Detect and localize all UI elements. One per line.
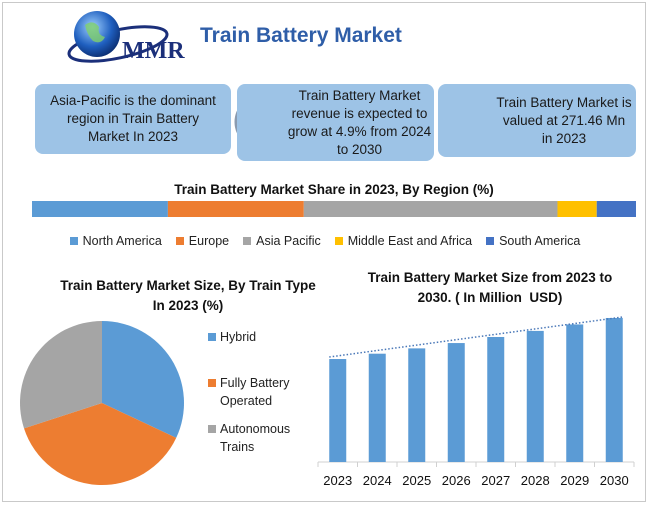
trendline (329, 316, 623, 358)
logo-text: MMR (122, 38, 185, 64)
chart-title: Train Battery Market Share in 2023, By R… (174, 182, 494, 197)
bar-segment (303, 201, 558, 217)
info-box: Asia-Pacific is the dominant region in T… (35, 84, 231, 154)
legend-swatch (334, 237, 343, 245)
info-box: Train Battery Market revenue is expected… (237, 84, 434, 161)
legend-swatch (69, 237, 78, 245)
legend-label: Fully Battery Operated (220, 376, 290, 408)
bar (487, 336, 505, 462)
bar-segment (557, 201, 597, 217)
bar-segment (32, 201, 168, 217)
x-tick-label: 2026 (442, 473, 471, 488)
legend-swatch (175, 237, 184, 245)
pie-slice (102, 321, 184, 438)
bar-segment (167, 201, 304, 217)
legend-swatch (486, 237, 495, 245)
legend-swatch (208, 379, 216, 387)
logo-icon (67, 11, 169, 63)
x-tick-label: 2027 (481, 473, 510, 488)
legend-label: Hybrid (220, 330, 257, 344)
legend-item: Europe (175, 232, 230, 250)
legend: North America Europe Asia Pacific Middle Ea… (0, 232, 650, 250)
pie-slice (24, 403, 177, 485)
page-title: Train Battery Market (200, 24, 402, 47)
bar (566, 324, 584, 462)
bar-segment (596, 201, 636, 217)
legend-swatch (208, 425, 216, 433)
legend-label: Europe (188, 234, 230, 248)
legend-label: North America (82, 234, 162, 248)
bar (408, 348, 426, 462)
pie-slice (19, 321, 103, 429)
legend-swatch (243, 237, 252, 245)
legend-item: South America (486, 232, 580, 250)
legend-label: Middle East and Africa (347, 234, 473, 248)
legend-label: Autonomous Trains (220, 422, 291, 454)
bar (526, 330, 544, 462)
chart-title: Train Battery Market Size from 2023 to 2… (367, 270, 617, 305)
info-box: Train Battery Market is valued at 271.46… (438, 84, 636, 157)
x-tick-label: 2023 (323, 473, 352, 488)
x-tick-label: 2029 (560, 473, 589, 488)
legend-item: Middle East and Africa (334, 232, 473, 250)
x-tick-label: 2030 (600, 473, 629, 488)
bar (447, 343, 465, 462)
bar (605, 317, 623, 462)
legend-label: South America (499, 234, 581, 248)
legend-item: North America (69, 232, 162, 250)
legend-swatch (208, 333, 216, 341)
chart-title: Train Battery Market Size, By Train Type… (60, 278, 320, 313)
x-tick-label: 2024 (363, 473, 392, 488)
x-tick-label: 2028 (521, 473, 550, 488)
legend-item: Asia Pacific (243, 232, 321, 250)
bar (368, 353, 386, 462)
frame (2, 2, 646, 502)
x-tick-label: 2025 (402, 473, 431, 488)
legend-label: Asia Pacific (256, 234, 321, 248)
bar (329, 359, 347, 462)
